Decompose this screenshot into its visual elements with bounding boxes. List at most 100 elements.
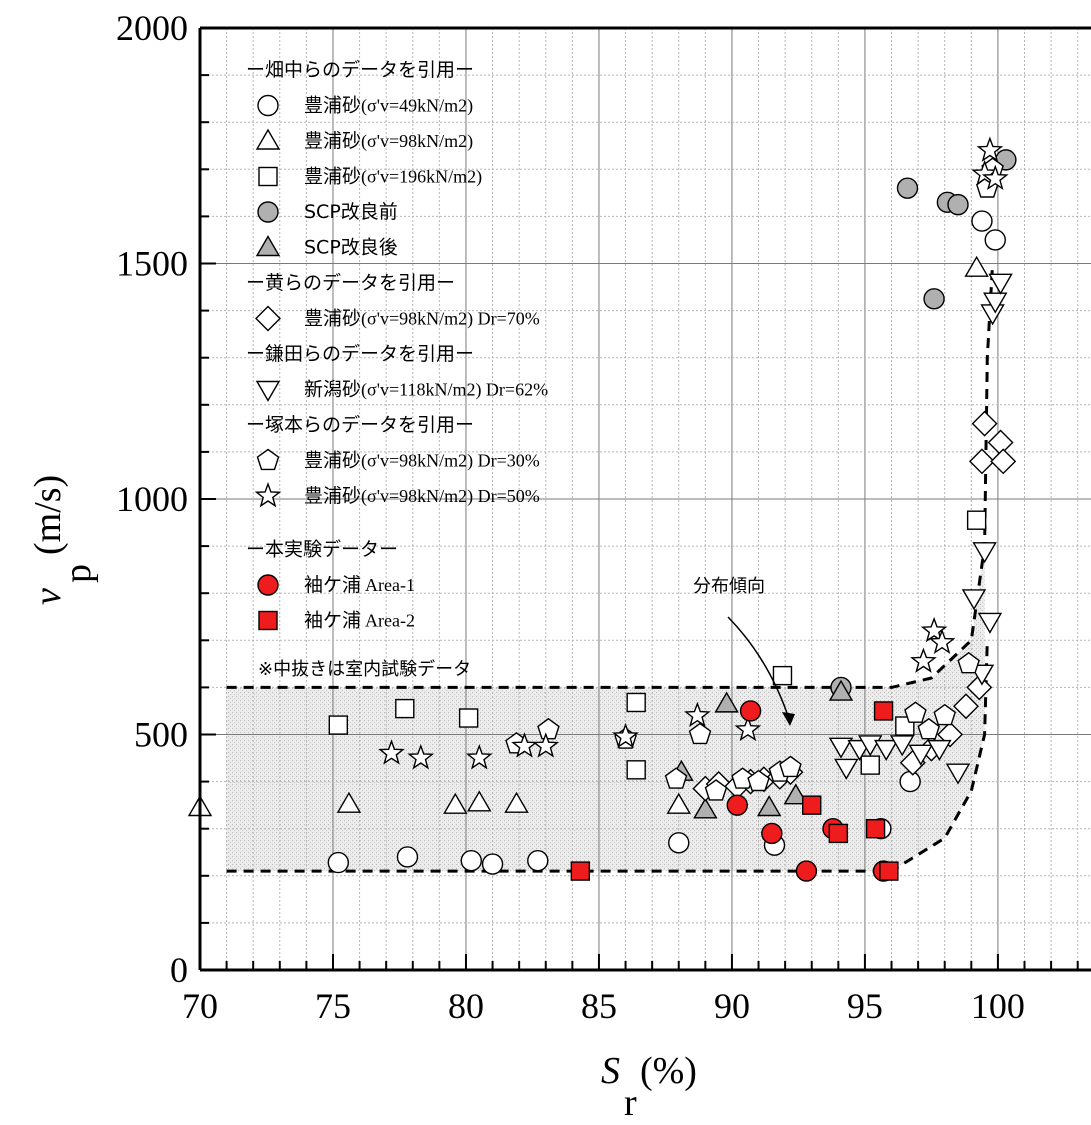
legend-marker-icon [255,235,281,257]
data-point-series-6 [889,735,915,757]
data-point-series-6 [828,737,854,759]
data-point-series-6 [908,744,933,766]
trend-line-layer [226,263,995,873]
legend-label: 豊浦砂(σ'v=98kN/m2) Dr=70% [304,308,540,330]
data-point-series-5 [953,693,979,720]
data-point-series-0 [460,850,482,872]
data-point-series-2 [626,692,646,713]
legend-marker-icon [257,201,279,223]
annotation-layer: 分布傾向 ※中抜きは室内試験データ [258,576,795,726]
y-axis-title-main: v [27,588,69,605]
data-point-series-8 [734,715,762,742]
trend-label: 分布傾向 [693,576,765,597]
data-point-series-7 [747,769,770,792]
legend-header: ー黄らのデータを引用ー [246,272,455,294]
x-tick-label: 90 [714,986,750,1026]
data-point-series-8 [920,616,948,643]
x-axis-title: S r (%) [601,1050,697,1124]
data-point-series-6 [988,273,1013,295]
data-point-series-2 [328,715,349,735]
legend-header: ー鎌田らのデータを引用ー [246,343,474,365]
trend-arrow-head [782,712,795,726]
data-point-series-2 [860,755,880,775]
legend-header: ー本実験データー [246,539,398,561]
data-point-series-10 [828,823,849,844]
data-point-series-10 [879,861,899,881]
data-point-series-9 [761,822,783,845]
legend-marker-icon [258,610,278,631]
x-axis-title-unit: (%) [640,1050,697,1092]
data-point-series-8 [612,722,639,749]
legend-label: 豊浦砂(σ'v=49kN/m2) [304,95,473,117]
legend-marker-icon [254,481,282,508]
x-tick-label: 80 [448,986,484,1026]
trend-arrow [727,616,791,723]
data-point-series-7 [688,722,712,745]
legend-label: 袖ケ浦 Area-1 [304,574,415,596]
data-point-series-0 [481,853,504,875]
data-point-series-7 [933,703,957,726]
legend-label: 豊浦砂(σ'v=98kN/m2) Dr=50% [304,485,540,507]
data-point-series-3 [896,177,919,199]
y-tick-label: 0 [170,950,188,990]
y-tick-label: 1500 [116,244,188,284]
y-tick-label: 2000 [116,8,188,48]
data-point-series-4 [756,795,782,817]
data-point-series-4 [828,679,854,701]
data-point-series-7 [917,717,941,740]
data-point-series-8 [684,701,711,728]
legend-label: 豊浦砂(σ'v=98kN/m2) Dr=30% [304,450,540,472]
data-point-series-6 [834,758,859,780]
data-point-series-1 [443,792,468,814]
legend-marker-icon [256,448,280,471]
data-point-series-4 [714,691,739,713]
data-point-series-8 [532,732,560,758]
data-point-series-6 [972,542,997,564]
data-point-series-3 [923,288,945,310]
data-point-series-10 [802,795,822,815]
y-tick-label: 500 [134,715,188,755]
data-point-series-7 [537,717,560,740]
data-point-layer [187,136,1017,882]
data-point-series-1 [336,791,362,813]
data-point-series-1 [964,255,989,277]
legend-label: 豊浦砂(σ'v=98kN/m2) [304,130,473,152]
data-point-series-10 [865,819,886,839]
note-text: ※中抜きは室内試験データ [258,659,471,680]
legend-marker-icon [255,380,281,402]
data-point-series-10 [570,861,591,881]
data-point-series-8 [971,159,998,186]
data-point-series-6 [927,739,952,762]
legend-label: 新潟砂(σ'v=118kN/m2) Dr=62% [304,379,548,401]
data-point-series-8 [910,647,937,673]
data-point-series-6 [977,612,1003,634]
data-point-series-7 [704,779,728,801]
legend-marker-icon [255,128,281,150]
data-point-series-0 [899,770,921,793]
x-axis-title-sub: r [624,1082,637,1124]
legend-marker-icon [255,305,281,332]
data-point-series-2 [458,708,479,728]
data-point-series-0 [668,832,690,854]
data-point-series-1 [467,790,492,812]
data-point-series-8 [976,136,1004,162]
data-point-series-7 [904,701,927,723]
data-point-series-6 [873,739,899,762]
data-point-series-9 [795,860,818,882]
data-point-series-8 [378,739,405,765]
axis-layer [198,26,1091,972]
y-axis-title-sub: p [57,564,99,583]
data-point-series-0 [396,846,419,868]
data-point-series-8 [928,628,956,655]
data-point-series-7 [957,651,980,674]
data-point-series-5 [968,448,995,475]
data-point-series-1 [504,791,529,813]
data-point-series-4 [693,797,718,819]
x-tick-label: 100 [971,986,1025,1026]
data-point-series-7 [779,755,802,778]
data-point-series-8 [407,743,435,770]
legend-marker-icon [258,166,278,187]
